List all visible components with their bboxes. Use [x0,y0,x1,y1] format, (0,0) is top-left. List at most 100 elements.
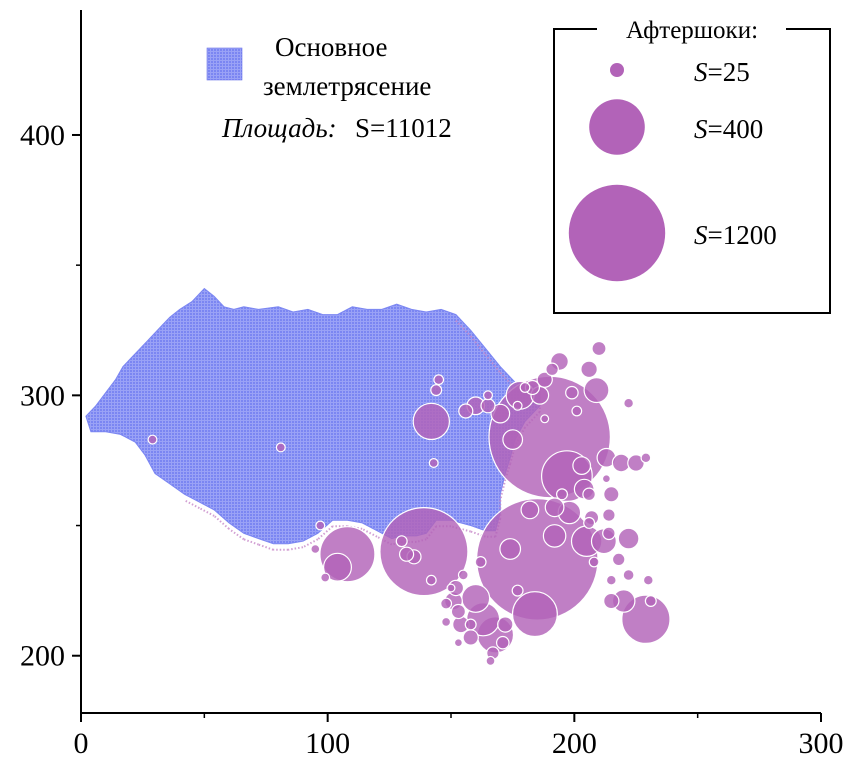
y-tick-label: 400 [20,119,65,152]
aftershock-circle [611,552,626,567]
aftershock-circle [399,546,415,562]
fringe-segment [302,538,319,549]
aftershock-circle [583,516,596,529]
fringe-segment [228,528,245,541]
legend-label-s25: S=25 [694,57,750,87]
x-tick-label: 0 [74,727,89,760]
aftershock-circle [565,385,579,400]
aftershock-circle [511,591,558,638]
mainshock-legend-line2: землетрясение [263,71,431,101]
aftershock-circle [462,629,479,646]
aftershock-circle [588,556,600,568]
legend-label-s1200: S=1200 [694,220,777,250]
aftershock-circle [520,500,540,520]
ticks: 0 100 200 300 200 300 400 [20,119,844,760]
aftershock-circle [323,552,353,582]
fringe-segment [455,319,472,337]
fringe-segment [469,335,487,356]
fringe-segment [484,353,502,374]
aftershock-circle [512,400,523,411]
aftershock-circle [571,405,583,417]
aftershock-circle [617,527,640,550]
aftershock-circle [602,526,616,541]
x-tick-label: 300 [799,727,844,760]
aftershock-circle [441,616,452,627]
aftershock-circle [440,597,453,610]
aftershock-circle [644,594,657,607]
aftershock-circle [580,360,598,379]
aftershock-circle [474,555,487,568]
legend-label-s400: S=400 [694,114,763,144]
aftershock-circle [147,434,158,445]
aftershock-circle [540,414,550,424]
aftershock-legend-title: Афтершоки: [626,17,758,44]
aftershock-circle [433,374,445,386]
aftershock-circle [545,362,559,377]
legend-circle-s1200 [568,184,666,282]
aftershock-circle [601,474,611,484]
aftershock-circle [622,568,635,581]
aftershock-circle [536,371,553,388]
legend-circle-s400 [589,99,645,155]
aftershock-circle [483,390,494,401]
aftershock-circle [275,442,286,453]
aftershock-circle [480,398,496,414]
aftershock-circle [490,403,511,424]
mainshock-area-value: S=11012 [355,113,452,143]
aftershock-circle [310,543,321,554]
aftershock-circle [428,458,439,469]
aftershock-circle [485,655,496,666]
aftershock-circle [457,569,469,581]
aftershock-circle [572,456,592,476]
aftershock-circle [623,397,634,409]
aftershock-circle [605,574,617,586]
aftershock-legend-frame [553,28,831,314]
aftershock-circle [458,403,474,419]
aftershock-circle [642,574,654,586]
mainshock-area [85,287,541,545]
aftershock-circle [544,497,565,518]
aftershock-circle [511,584,524,597]
fringe-segment [184,499,200,509]
aftershock-circle [502,429,524,451]
mainshock-legend-swatch [206,47,243,81]
aftershock-circle [555,488,568,501]
aftershock-circle [603,486,620,503]
y-tick-label: 300 [20,379,65,412]
y-tick-label: 200 [20,640,65,673]
aftershock-circle [425,574,437,586]
aftershock-circle [461,583,491,613]
aftershock-circle [542,524,567,548]
aftershock-circle [603,592,620,610]
aftershock-circle [453,638,463,648]
aftershock-circle [412,402,450,441]
fringe-segment [499,479,507,501]
aftershock-circle [627,454,645,472]
mainshock-legend-line1: Основное [275,32,387,62]
mainshock-polygon [85,287,541,545]
aftershock-circle [582,487,596,502]
aftershock-circle [583,377,610,404]
aftershock-circle [495,635,510,650]
aftershock-circle [430,384,443,397]
aftershock-circle [499,538,522,560]
x-tick-label: 100 [305,727,350,760]
mainshock-area-label: Площадь: [221,113,337,143]
aftershock-circle [640,452,652,464]
aftershock-circle [464,618,477,631]
aftershock-circle [450,603,466,620]
fringe-segment [361,528,378,538]
aftershock-circle [602,508,616,522]
aftershock-circles [147,340,671,666]
aftershock-circle [591,340,607,357]
x-tick-label: 200 [552,727,597,760]
aftershock-circle [497,616,514,633]
aftershock-legend: Афтершоки: S=25 S=400 S=1200 [553,17,831,314]
aftershock-circle [519,382,531,393]
aftershock-circle [320,572,331,583]
mainshock-legend: Основное землетрясение Площадь: S=11012 [206,32,452,143]
axes: 0 100 200 300 200 300 400 [20,10,844,760]
aftershock-circle [621,594,671,645]
aftershock-circle [315,520,326,531]
